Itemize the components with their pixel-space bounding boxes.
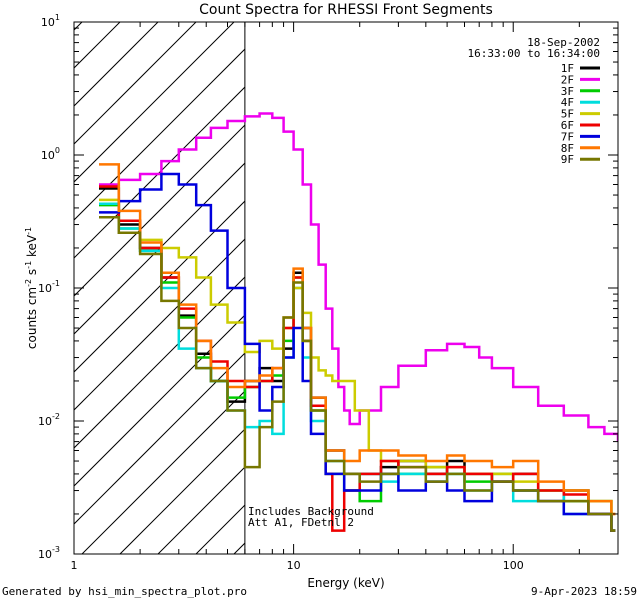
y-axis-label-s: s [25,269,39,279]
x-axis-label: Energy (keV) [307,576,384,590]
y-tick-exp: 0 [55,146,60,155]
y-axis-label-base: counts cm [25,287,39,349]
y-tick-label: 10-1 [38,279,60,295]
y-axis-label: counts cm-2 s-1 keV-1 [24,227,39,349]
x-tick-label: 10 [287,559,301,572]
x-tick-label: 1 [71,559,78,572]
y-tick-exp: -3 [52,545,60,554]
series-line-5F [99,198,616,516]
footer-generated-by: Generated by hsi_min_spectra_plot.pro [2,585,247,598]
annotation-background: Includes Background [248,505,374,518]
y-tick-label: 10-2 [38,412,60,428]
y-axis-label-kev: keV [25,234,39,261]
series-layer [99,112,618,532]
legend-label-8F: 8F [561,142,574,155]
y-tick-label: 10-3 [38,545,60,561]
hatch-line [74,48,245,221]
hatch-line [74,314,245,487]
hatch-line [81,390,245,554]
legend-label-1F: 1F [561,62,574,75]
y-tick-base: 10 [41,16,55,29]
hatch-line [74,352,245,525]
annotation-attenuator: Att A1, FDetnl 2 [248,516,354,529]
y-tick-base: 10 [38,282,52,295]
hatch-line [74,124,245,297]
y-axis-label-exp2: -1 [24,261,33,269]
hatch-line [74,200,245,373]
legend-label-5F: 5F [561,108,574,121]
y-axis-label-exp3: -1 [24,227,33,235]
date-label: 18-Sep-2002 [527,36,600,49]
series-line-9F [99,216,616,532]
y-tick-label: 100 [41,146,60,162]
plot-frame [73,21,619,555]
hatch-line [74,276,245,449]
legend-label-4F: 4F [561,96,574,109]
y-tick-exp: -2 [52,412,60,421]
y-tick-base: 10 [38,548,52,561]
hatch-line [74,86,245,259]
series-line-2F [99,112,618,442]
y-tick-exp: -1 [52,279,60,288]
hatch-line [119,428,245,554]
y-tick-exp: 1 [55,13,60,22]
legend-label-2F: 2F [561,73,574,86]
time-range-label: 16:33:00 to 16:34:00 [468,47,600,60]
y-tick-base: 10 [41,149,55,162]
legend-label-7F: 7F [561,130,574,143]
x-tick-label: 100 [503,559,524,572]
footer-date: 9-Apr-2023 18:59 [531,585,637,598]
legend-label-9F: 9F [561,153,574,166]
y-tick-base: 10 [38,415,52,428]
legend-label-6F: 6F [561,119,574,132]
legend-label-3F: 3F [561,85,574,98]
y-tick-label: 101 [41,13,60,29]
y-axis-label-exp1: -2 [24,279,33,287]
chart-title: Count Spectra for RHESSI Front Segments [199,2,493,18]
